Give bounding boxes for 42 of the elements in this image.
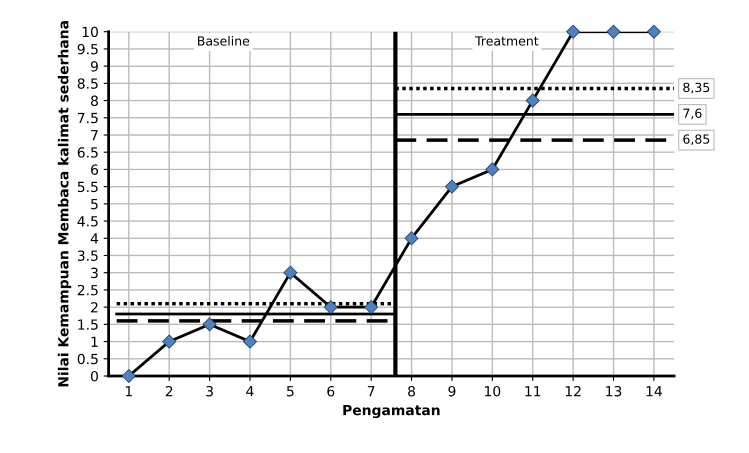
series-label: 7,6 bbox=[683, 108, 702, 120]
y-tick-label: 2 bbox=[91, 302, 98, 312]
x-tick-label: 7 bbox=[368, 386, 374, 396]
y-tick-label: 7.5 bbox=[78, 112, 98, 124]
y-tick-label: 3 bbox=[91, 268, 98, 278]
y-tick-label: 8.5 bbox=[78, 78, 98, 89]
y-tick-label: 5 bbox=[91, 199, 98, 210]
x-tick-label: 12 bbox=[566, 386, 581, 396]
x-tick-label: 8 bbox=[408, 386, 416, 396]
x-axis-title: Pengamatan bbox=[343, 405, 440, 418]
series-label: 6,85 bbox=[683, 134, 710, 146]
x-tick-label: 11 bbox=[525, 386, 540, 396]
y-tick-label: 1.5 bbox=[78, 320, 98, 330]
y-tick-label: 5.5 bbox=[78, 182, 98, 192]
x-tick-label: 4 bbox=[246, 386, 254, 396]
y-tick-label: 9 bbox=[90, 61, 98, 72]
y-tick-label: 2.5 bbox=[78, 284, 98, 296]
y-tick-label: 6.5 bbox=[78, 147, 98, 158]
x-tick-label: 10 bbox=[485, 386, 500, 396]
annotation: Baseline bbox=[198, 36, 250, 46]
y-tick-label: 3.5 bbox=[78, 250, 98, 261]
y-tick-label: 0.5 bbox=[78, 354, 98, 364]
y-tick-label: 4.5 bbox=[77, 216, 98, 227]
x-tick-label: 5 bbox=[287, 386, 294, 396]
x-tick-label: 3 bbox=[206, 386, 213, 396]
y-tick-label: 7 bbox=[91, 130, 98, 140]
annotation: Treatment bbox=[475, 36, 538, 46]
y-axis-title: Nilai Kemampuan Membaca kalimat sederhana bbox=[58, 21, 72, 386]
x-tick-label: 6 bbox=[327, 386, 334, 396]
x-tick-label: 1 bbox=[126, 386, 132, 396]
y-tick-label: 4 bbox=[90, 233, 98, 244]
y-tick-label: 1 bbox=[92, 336, 98, 347]
y-tick-label: 8 bbox=[90, 96, 98, 106]
x-tick-label: 2 bbox=[166, 386, 172, 396]
x-tick-label: 9 bbox=[448, 386, 456, 396]
x-tick-label: 13 bbox=[606, 386, 622, 396]
y-tick-label: 0 bbox=[90, 370, 98, 382]
y-tick-label: 9.5 bbox=[78, 44, 98, 54]
x-tick-label: 14 bbox=[646, 386, 662, 396]
series-label: 8,35 bbox=[683, 82, 710, 94]
y-tick-label: 6 bbox=[91, 164, 98, 175]
y-tick-label: 10 bbox=[82, 26, 98, 38]
